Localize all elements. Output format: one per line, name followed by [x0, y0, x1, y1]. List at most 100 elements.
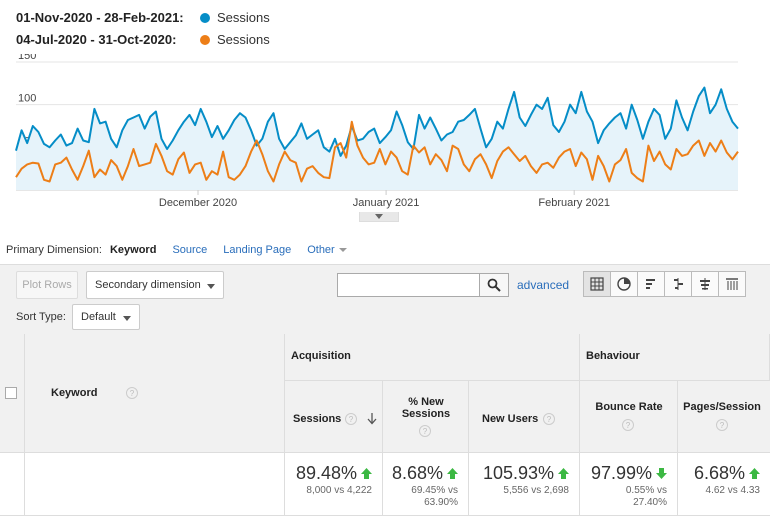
- new-users-total-cell: 105.93% 5,556 vs 2,698: [469, 453, 580, 516]
- pie-view-icon: [617, 277, 631, 291]
- behaviour-group-header: Behaviour: [580, 334, 770, 381]
- series-line-0: [15, 86, 739, 157]
- data-table: Keyword ? Acquisition Behaviour Sessions…: [0, 334, 770, 516]
- plot-rows-button[interactable]: Plot Rows: [16, 271, 78, 299]
- help-icon[interactable]: ?: [543, 413, 555, 425]
- bounce-rate-total-value: 97.99%: [591, 463, 667, 484]
- term-cloud-icon: [700, 278, 710, 290]
- dimension-landing-page[interactable]: Landing Page: [223, 244, 292, 256]
- series-line-1: [15, 120, 739, 183]
- select-all-checkbox[interactable]: [5, 387, 17, 399]
- sessions-change: 89.48%: [295, 463, 357, 483]
- arrow-up-icon: [749, 468, 760, 479]
- pages-session-total-cell: 6.68% 4.62 vs 4.33: [678, 453, 770, 516]
- new-sessions-total-value: 8.68%: [392, 463, 458, 484]
- secondary-dimension-dropdown[interactable]: Secondary dimension: [86, 271, 224, 299]
- comparison-view-button[interactable]: [664, 271, 692, 297]
- pivot-view-icon: [726, 278, 738, 290]
- chevron-down-icon: [338, 248, 347, 253]
- behaviour-label: Behaviour: [586, 350, 640, 362]
- table-view-button[interactable]: [583, 271, 611, 297]
- x-tick-label: February 2021: [538, 197, 610, 209]
- bounce-rate-header[interactable]: Bounce Rate ?: [580, 381, 678, 453]
- bounce-rate-compare: 0.55% vs 27.40%: [625, 485, 667, 508]
- sessions-total-cell: 89.48% 8,000 vs 4,222: [285, 453, 383, 516]
- sessions-header-label: Sessions: [293, 413, 342, 425]
- bounce-rate-header-label: Bounce Rate: [595, 401, 663, 413]
- x-tick-label: January 2021: [353, 197, 420, 209]
- dimension-source[interactable]: Source: [172, 244, 208, 256]
- x-tick-label: December 2020: [159, 197, 237, 209]
- sessions-header[interactable]: Sessions ?: [285, 381, 383, 453]
- pivot-view-button[interactable]: [718, 271, 746, 297]
- help-icon[interactable]: ?: [622, 419, 634, 431]
- sort-descending-icon[interactable]: [367, 412, 377, 425]
- new-users-header[interactable]: New Users ?: [469, 381, 580, 453]
- chevron-down-icon: [207, 284, 215, 289]
- view-selector: [583, 271, 746, 297]
- chevron-down-icon: [375, 214, 383, 219]
- new-sessions-header-label: % New Sessions: [383, 396, 469, 420]
- legend-current-series: Sessions: [217, 10, 270, 25]
- legend-previous: 04-Jul-2020 - 31-Oct-2020: Sessions: [16, 32, 270, 47]
- term-cloud-view-button[interactable]: [691, 271, 719, 297]
- pages-session-total-value: 6.68%: [694, 463, 760, 484]
- help-icon[interactable]: ?: [716, 419, 728, 431]
- bounce-rate-change: 97.99%: [590, 463, 652, 483]
- sort-type-value: Default: [81, 311, 116, 323]
- pie-view-button[interactable]: [610, 271, 638, 297]
- sort-type-label: Sort Type:: [16, 311, 66, 323]
- pages-session-compare: 4.62 vs 4.33: [705, 485, 760, 496]
- sessions-compare: 8,000 vs 4,222: [306, 485, 372, 496]
- pages-session-header-label: Pages/Session: [683, 401, 761, 413]
- pages-session-header[interactable]: Pages/Session ?: [678, 381, 770, 453]
- performance-view-button[interactable]: [637, 271, 665, 297]
- dimension-other-label: Other: [307, 244, 335, 256]
- dimension-keyword[interactable]: Keyword: [109, 244, 157, 256]
- new-sessions-change: 8.68%: [391, 463, 443, 483]
- legend-current-dot: [200, 12, 210, 23]
- help-icon[interactable]: ?: [126, 387, 138, 399]
- new-sessions-header[interactable]: % New Sessions ?: [383, 381, 469, 453]
- arrow-up-icon: [361, 468, 372, 479]
- legend-current: 01-Nov-2020 - 28-Feb-2021: Sessions: [16, 10, 270, 25]
- select-all-cell: [0, 334, 25, 453]
- keyword-header[interactable]: Keyword ?: [25, 334, 285, 453]
- new-sessions-total-cell: 8.68% 69.45% vs 63.90%: [383, 453, 469, 516]
- secondary-dimension-label: Secondary dimension: [95, 279, 201, 291]
- arrow-up-icon: [558, 468, 569, 479]
- help-icon[interactable]: ?: [345, 413, 357, 425]
- arrow-up-icon: [447, 468, 458, 479]
- legend-current-range: 01-Nov-2020 - 28-Feb-2021:: [16, 10, 184, 25]
- pages-session-change: 6.68%: [693, 463, 745, 483]
- advanced-filter-link[interactable]: advanced: [517, 278, 570, 292]
- search-button[interactable]: [480, 273, 509, 297]
- table-toolbar: Plot Rows Secondary dimension advanced: [0, 264, 770, 334]
- sort-type-dropdown[interactable]: Default: [72, 304, 140, 330]
- chart-collapse-toggle[interactable]: [359, 212, 399, 222]
- totals-row-checkbox-cell: [0, 453, 25, 516]
- bounce-rate-total-cell: 97.99% 0.55% vs 27.40%: [580, 453, 678, 516]
- primary-dimension-bar: Primary Dimension: Keyword Source Landin…: [6, 244, 363, 256]
- new-sessions-label-text: % New Sessions: [401, 396, 451, 420]
- arrow-down-icon: [656, 468, 667, 479]
- acquisition-label: Acquisition: [291, 350, 351, 362]
- y-tick-label: 100: [18, 93, 36, 105]
- new-users-compare: 5,556 vs 2,698: [503, 485, 569, 496]
- search-icon: [487, 278, 501, 292]
- primary-dimension-label: Primary Dimension:: [6, 244, 102, 256]
- dimension-other[interactable]: Other: [307, 244, 347, 256]
- legend-previous-dot: [200, 34, 210, 45]
- y-tick-label: 150: [18, 54, 36, 62]
- new-sessions-compare: 69.45% vs 63.90%: [411, 485, 458, 508]
- new-users-change: 105.93%: [482, 463, 554, 483]
- new-users-header-label: New Users: [482, 413, 539, 425]
- legend-previous-series: Sessions: [217, 32, 270, 47]
- totals-row-keyword-cell: [25, 453, 285, 516]
- sessions-total-value: 89.48%: [296, 463, 372, 484]
- comparison-view-icon: [674, 278, 683, 290]
- search-input[interactable]: [337, 273, 480, 297]
- performance-view-icon: [646, 279, 655, 289]
- help-icon[interactable]: ?: [419, 425, 431, 437]
- legend-previous-range: 04-Jul-2020 - 31-Oct-2020:: [16, 32, 177, 47]
